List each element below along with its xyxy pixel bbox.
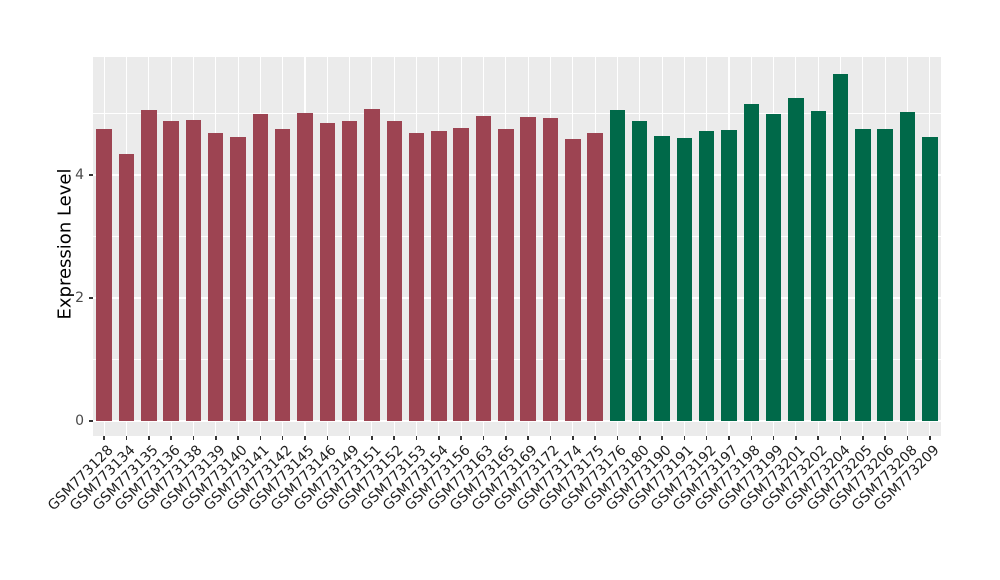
y-tick-mark — [89, 297, 93, 299]
bar-GSM773209 — [922, 136, 938, 421]
x-tick-mark — [527, 436, 529, 440]
x-tick-mark — [594, 436, 596, 440]
x-tick-mark — [884, 436, 886, 440]
bar-GSM773180 — [631, 120, 648, 421]
bar-GSM773169 — [520, 117, 536, 421]
bar-GSM773205 — [855, 128, 871, 421]
x-tick-mark — [415, 436, 418, 440]
bar-GSM773191 — [676, 138, 693, 421]
bar-GSM773208 — [899, 112, 916, 421]
gridline-major — [93, 174, 941, 176]
bar-GSM773151 — [364, 108, 380, 421]
x-tick-mark — [817, 436, 820, 440]
x-tick-mark — [661, 436, 663, 440]
x-tick-mark — [683, 436, 686, 440]
x-tick-mark — [906, 436, 909, 440]
bar-GSM773154 — [431, 130, 447, 421]
bar-GSM773190 — [654, 136, 670, 421]
x-tick-mark — [371, 436, 373, 440]
x-tick-mark — [460, 436, 462, 440]
bar-GSM773142 — [274, 129, 291, 421]
bar-GSM773197 — [721, 130, 737, 421]
gridline-minor — [93, 113, 941, 114]
y-tick-mark — [89, 174, 93, 176]
x-tick-mark — [772, 436, 775, 440]
bar-GSM773145 — [297, 112, 313, 421]
bar-GSM773201 — [788, 98, 804, 421]
x-tick-mark — [237, 436, 239, 440]
x-tick-mark — [839, 436, 842, 440]
bar-GSM773135 — [141, 110, 157, 421]
x-tick-mark — [393, 436, 396, 440]
x-tick-mark — [505, 436, 507, 440]
x-tick-mark — [795, 436, 797, 440]
bar-GSM773174 — [565, 139, 581, 421]
x-tick-mark — [750, 436, 753, 440]
bar-GSM773140 — [230, 136, 246, 421]
chart-panel — [93, 57, 941, 436]
x-tick-mark — [170, 436, 172, 440]
bar-GSM773202 — [810, 111, 826, 421]
bar-GSM773141 — [252, 113, 269, 421]
y-tick-label: 0 — [75, 413, 84, 429]
bar-GSM773138 — [185, 119, 202, 421]
bar-GSM773199 — [765, 113, 782, 421]
x-tick-mark — [214, 436, 217, 440]
bar-GSM773134 — [118, 154, 135, 421]
bar-GSM773136 — [163, 121, 179, 421]
bar-GSM773149 — [341, 120, 358, 421]
x-tick-mark — [571, 436, 574, 440]
gridline-major — [93, 297, 941, 299]
bar-GSM773163 — [475, 115, 492, 421]
bar-GSM773153 — [408, 132, 425, 421]
x-tick-mark — [103, 436, 105, 440]
bar-GSM773139 — [207, 132, 224, 421]
x-tick-mark — [326, 436, 329, 440]
y-tick-mark — [89, 420, 93, 422]
y-tick-label: 2 — [75, 290, 84, 306]
x-tick-mark — [638, 436, 641, 440]
bar-GSM773192 — [698, 130, 715, 421]
x-tick-mark — [348, 436, 351, 440]
bar-GSM773165 — [498, 129, 514, 421]
gridline-minor — [93, 359, 941, 360]
x-tick-mark — [192, 436, 195, 440]
x-tick-mark — [616, 436, 619, 440]
x-tick-mark — [549, 436, 552, 440]
x-tick-mark — [929, 436, 931, 440]
bar-GSM773152 — [386, 120, 402, 421]
x-tick-mark — [125, 436, 128, 440]
bar-GSM773176 — [609, 109, 626, 421]
x-tick-mark — [259, 436, 262, 440]
x-tick-mark — [705, 436, 708, 440]
y-tick-label: 4 — [75, 167, 84, 183]
x-tick-mark — [862, 436, 864, 440]
x-tick-mark — [482, 436, 485, 440]
x-tick-mark — [304, 436, 306, 440]
bar-GSM773146 — [319, 122, 336, 421]
gridline-minor — [93, 236, 941, 237]
bar-GSM773175 — [587, 132, 603, 421]
bar-GSM773172 — [542, 118, 559, 421]
bar-GSM773128 — [96, 129, 112, 421]
bar-GSM773204 — [832, 74, 849, 421]
bar-GSM773206 — [877, 128, 893, 421]
bar-GSM773156 — [453, 127, 469, 421]
x-tick-mark — [728, 436, 730, 440]
gridline-major — [93, 420, 941, 422]
x-tick-mark — [438, 436, 440, 440]
x-tick-mark — [281, 436, 284, 440]
bar-GSM773198 — [743, 104, 760, 421]
x-tick-mark — [147, 436, 150, 440]
